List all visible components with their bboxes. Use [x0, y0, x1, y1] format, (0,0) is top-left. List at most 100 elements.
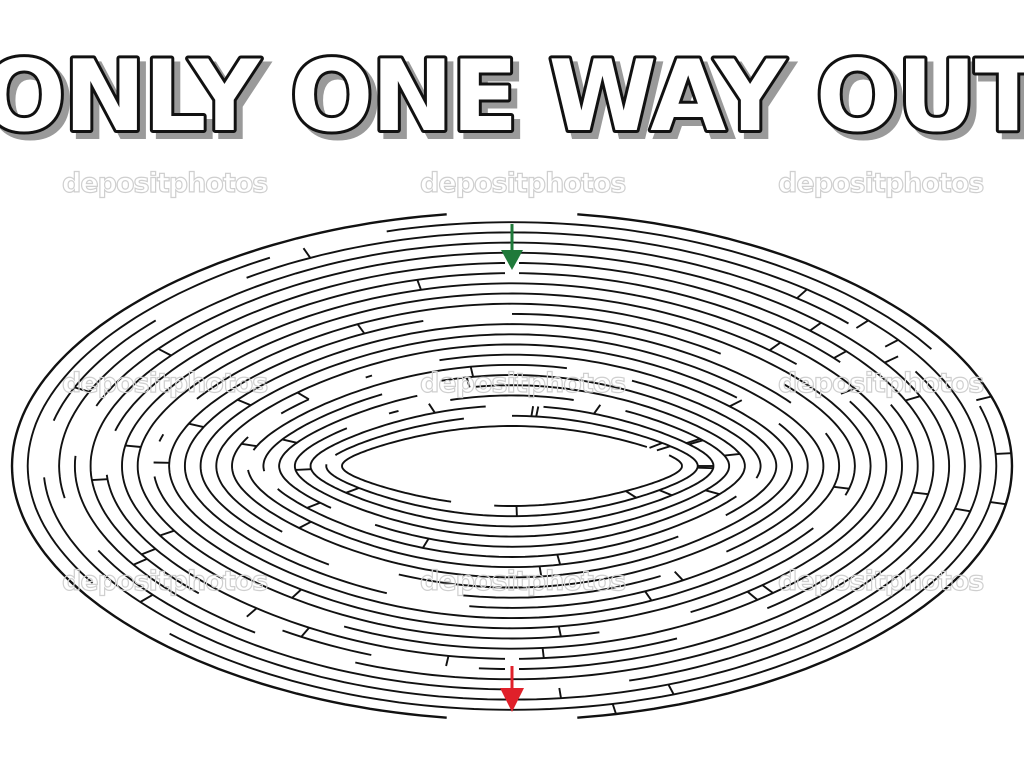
maze-wall	[668, 454, 683, 467]
maze-connector	[697, 466, 714, 470]
maze-wall	[246, 231, 982, 467]
maze-connector	[976, 395, 992, 402]
maze-wall	[58, 241, 849, 499]
maze-connector	[593, 404, 602, 415]
maze-wall	[463, 575, 661, 599]
maze-wall	[577, 213, 1014, 467]
maze-wall	[199, 333, 825, 566]
maze-wall	[577, 465, 1014, 719]
maze-connector	[237, 398, 252, 407]
maze-connector	[729, 399, 743, 408]
maze-connector	[884, 355, 899, 364]
maze-connector	[298, 520, 312, 529]
maze-connector	[667, 684, 675, 695]
maze-connector	[649, 442, 663, 449]
maze-wall	[114, 272, 841, 432]
maze-wall	[386, 221, 933, 350]
maze-connector	[416, 279, 422, 291]
maze-wall	[168, 319, 814, 620]
maze-wall	[512, 414, 699, 466]
maze-wall	[52, 319, 157, 422]
maze-connector	[611, 703, 617, 715]
maze-connector	[644, 590, 653, 602]
maze-wall	[374, 465, 746, 548]
maze-connector	[769, 341, 782, 352]
maze-walls	[10, 213, 1014, 719]
exit-opening	[505, 656, 519, 672]
maze-wall	[450, 394, 574, 401]
maze-wall	[725, 465, 825, 553]
maze-wall	[105, 474, 678, 660]
maze-wall	[121, 282, 903, 580]
entrance-arrow[interactable]	[501, 224, 523, 270]
exit-arrow[interactable]	[500, 666, 524, 712]
maze-wall	[277, 488, 737, 558]
watermark-text: depositphotos	[777, 167, 985, 199]
maze-connector	[746, 590, 759, 601]
maze-wall	[10, 213, 447, 719]
maze-connector	[297, 391, 310, 401]
maze-wall	[388, 409, 399, 415]
maze-connector	[295, 468, 312, 471]
maze-wall	[478, 465, 935, 670]
maze-wall	[783, 383, 856, 467]
maze-graphic[interactable]	[0, 200, 1024, 740]
maze-connector	[705, 489, 720, 496]
maze-connector	[840, 387, 856, 395]
maze-wall	[278, 394, 418, 509]
maze-connector	[91, 478, 108, 482]
maze-wall	[153, 465, 872, 630]
maze-connector	[855, 319, 869, 329]
maze-wall	[252, 363, 568, 451]
maze-connector	[556, 554, 562, 565]
maze-connector	[990, 501, 1006, 506]
maze-connector	[306, 501, 321, 509]
maze-wall	[309, 405, 715, 528]
maze-connectors	[74, 247, 1012, 715]
maze-connector	[428, 403, 436, 414]
maze-wall	[282, 629, 372, 656]
maze-wall	[543, 405, 715, 466]
maze-wall	[89, 262, 935, 595]
maze-wall	[725, 465, 778, 517]
maze-wall	[73, 455, 256, 634]
maze-wall	[343, 465, 903, 650]
maze-wall	[355, 465, 951, 681]
maze-board[interactable]	[0, 200, 1024, 740]
maze-connector	[125, 444, 141, 448]
maze-connector	[656, 445, 671, 452]
maze-connector	[833, 350, 847, 359]
maze-wall	[441, 374, 762, 467]
maze-wall	[890, 403, 919, 467]
maze-wall	[755, 465, 762, 479]
maze-wall	[766, 465, 919, 610]
maze-wall	[824, 432, 841, 467]
maze-wall	[629, 465, 966, 682]
maze-wall	[439, 353, 793, 467]
maze-connector	[557, 626, 562, 637]
maze-connector	[530, 406, 535, 417]
maze-connector	[541, 647, 545, 659]
maze-wall	[778, 422, 809, 467]
maze-connector	[905, 395, 921, 402]
maze-connector	[761, 584, 774, 594]
maze-connector	[300, 627, 310, 638]
title-banner: ONLY ONE WAY OUT ONLY ONE WAY OUT	[0, 38, 1024, 158]
maze-connector	[558, 687, 562, 699]
maze-wall	[43, 465, 982, 701]
maze-connector	[884, 339, 899, 348]
maze-wall	[183, 323, 792, 595]
maze-wall	[511, 312, 722, 355]
maze-wall	[469, 465, 841, 609]
maze-connector	[625, 490, 637, 499]
maze-wall	[215, 343, 738, 533]
maze-wall	[280, 398, 310, 415]
watermark-text: depositphotos	[61, 167, 269, 199]
maze-wall	[231, 436, 793, 579]
maze-connector	[133, 558, 148, 566]
maze-connector	[995, 452, 1012, 455]
maze-wall	[95, 251, 951, 467]
maze-connector	[188, 422, 204, 429]
maze-connector	[74, 386, 90, 393]
maze-wall	[334, 417, 465, 456]
